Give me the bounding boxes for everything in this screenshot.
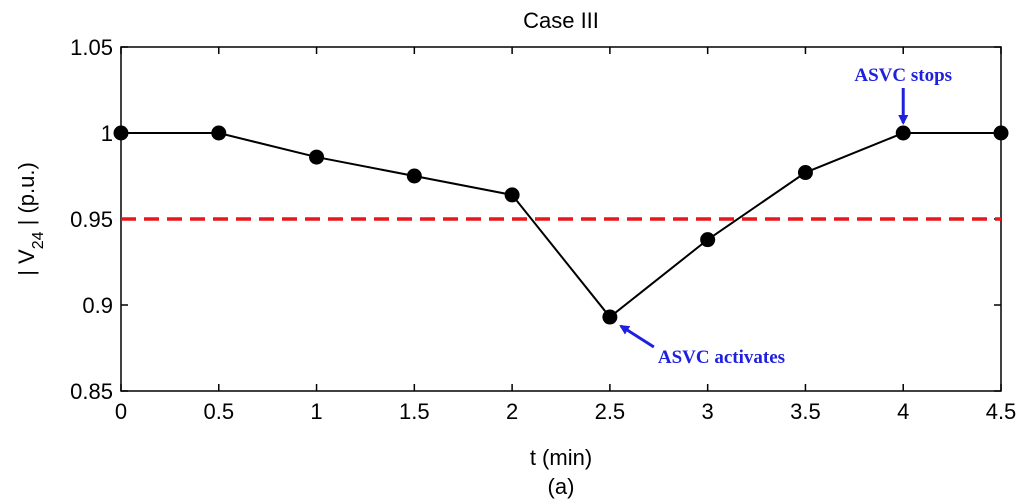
caption: (a) <box>548 474 575 499</box>
y-axis-label-prefix: | V <box>14 249 39 276</box>
axis-ticks: 0 0.5 1 1.5 2 2.5 3 3.5 4 4.5 0.85 0.9 0.95 1 1.05 <box>70 35 1016 424</box>
data-point <box>700 232 716 248</box>
x-tick-label: 2.5 <box>595 399 626 424</box>
series-layer <box>113 125 1009 325</box>
data-point <box>504 187 520 203</box>
annotation-stops: ASVC stops <box>854 65 952 86</box>
annotation-layer: ASVC activates ASVC stops <box>619 65 952 368</box>
x-axis-label: t (min) <box>530 445 592 470</box>
data-point <box>211 125 227 141</box>
y-tick-label: 0.85 <box>70 379 113 404</box>
data-point <box>895 125 911 141</box>
annotation-activates: ASVC activates <box>658 347 785 368</box>
x-tick-label: 3 <box>702 399 714 424</box>
y-axis-label-suffix: | (p.u.) <box>14 162 39 231</box>
data-point <box>797 165 813 181</box>
data-point <box>406 168 422 184</box>
data-point <box>309 149 325 165</box>
x-tick-label: 0.5 <box>203 399 234 424</box>
x-tick-label: 3.5 <box>790 399 821 424</box>
y-tick-label: 0.9 <box>82 293 113 318</box>
x-tick-label: 1 <box>310 399 322 424</box>
y-axis-label-subscript: 24 <box>30 231 47 249</box>
annotation-arrow-activates <box>619 324 655 349</box>
data-point <box>993 125 1009 141</box>
x-tick-label: 4.5 <box>986 399 1017 424</box>
data-point <box>602 309 618 325</box>
y-axis-label: | V24 | (p.u.) <box>14 162 47 276</box>
x-tick-label: 2 <box>506 399 518 424</box>
x-tick-label: 0 <box>115 399 127 424</box>
x-tick-label: 1.5 <box>399 399 430 424</box>
series-line <box>121 132 1001 319</box>
chart-title: Case III <box>523 8 599 33</box>
y-tick-label: 1 <box>101 121 113 146</box>
data-point <box>113 125 129 141</box>
y-tick-label: 0.95 <box>70 207 113 232</box>
y-tick-label: 1.05 <box>70 35 113 60</box>
x-tick-label: 4 <box>897 399 909 424</box>
